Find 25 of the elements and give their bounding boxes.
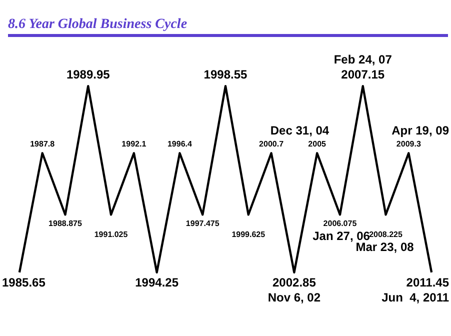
annotation: Dec 31, 04 [270,123,330,138]
x-tick-label: 1985.65 [2,276,46,290]
x-tick-label: 2008.225 [369,230,403,239]
x-tick-label: 1992.1 [122,139,147,148]
x-tick-label: 2006.075 [323,218,358,228]
x-tick-label: 1998.55 [204,67,248,82]
x-tick-label: 1999.625 [232,230,266,239]
x-tick-label: 1989.95 [66,67,110,82]
x-tick-label: 2000.7 [259,139,284,148]
x-tick-label: 1996.4 [167,139,192,148]
annotation: Jun 4, 2011 [382,290,450,305]
x-tick-label: 1987.8 [30,139,56,148]
x-tick-label: 2009.3 [396,139,422,148]
x-tick-label: 2007.15 [341,67,385,82]
x-tick-label: 1997.475 [186,218,220,228]
annotation: Apr 19, 09 [392,123,450,138]
x-tick-label: 1991.025 [94,230,128,239]
annotation: Nov 6, 02 [268,290,321,305]
annotation: Feb 24, 07 [334,52,392,66]
chart-title: 8.6 Year Global Business Cycle [8,17,188,32]
x-tick-label: 2005 [308,139,327,148]
x-tick-label: 2002.85 [272,276,316,290]
x-tick-label: 1994.25 [135,276,179,290]
x-tick-label: 2011.45 [406,276,450,290]
x-tick-label: 1988.875 [48,218,82,228]
